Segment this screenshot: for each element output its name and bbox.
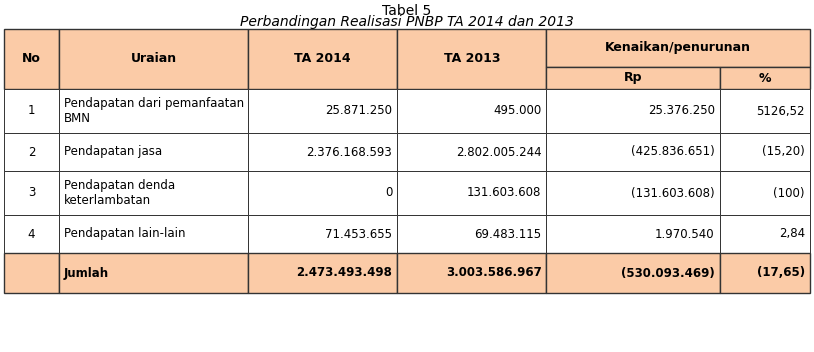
Text: 131.603.608: 131.603.608 bbox=[467, 187, 541, 200]
Bar bbox=[397, 215, 546, 253]
Text: 25.376.250: 25.376.250 bbox=[648, 105, 715, 118]
Bar bbox=[546, 171, 720, 215]
Text: 3: 3 bbox=[28, 187, 35, 200]
Text: Tabel 5: Tabel 5 bbox=[383, 4, 431, 18]
Text: 1: 1 bbox=[28, 105, 35, 118]
Text: No: No bbox=[22, 52, 41, 65]
Bar bbox=[397, 89, 546, 133]
Bar bbox=[397, 133, 546, 171]
Bar bbox=[720, 89, 810, 133]
Bar bbox=[546, 89, 720, 133]
Bar bbox=[4, 29, 59, 89]
Text: TA 2014: TA 2014 bbox=[295, 52, 351, 65]
Bar bbox=[4, 171, 59, 215]
Text: 2,84: 2,84 bbox=[779, 227, 805, 240]
Text: 2.376.168.593: 2.376.168.593 bbox=[307, 145, 392, 158]
Bar bbox=[248, 89, 397, 133]
Bar bbox=[59, 215, 248, 253]
Text: Perbandingan Realisasi PNBP TA 2014 dan 2013: Perbandingan Realisasi PNBP TA 2014 dan … bbox=[240, 15, 574, 29]
Text: 1.970.540: 1.970.540 bbox=[655, 227, 715, 240]
Bar bbox=[720, 67, 810, 89]
Bar bbox=[720, 215, 810, 253]
Text: Jumlah: Jumlah bbox=[63, 266, 109, 279]
Bar bbox=[546, 215, 720, 253]
Text: 2.473.493.498: 2.473.493.498 bbox=[296, 266, 392, 279]
Text: Pendapatan denda
keterlambatan: Pendapatan denda keterlambatan bbox=[63, 178, 175, 207]
Text: 69.483.115: 69.483.115 bbox=[475, 227, 541, 240]
Bar bbox=[248, 215, 397, 253]
Text: Rp: Rp bbox=[624, 71, 642, 84]
Bar bbox=[720, 253, 810, 293]
Bar bbox=[546, 253, 720, 293]
Text: 0: 0 bbox=[385, 187, 392, 200]
Text: Uraian: Uraian bbox=[130, 52, 177, 65]
Text: (15,20): (15,20) bbox=[762, 145, 805, 158]
Bar bbox=[546, 133, 720, 171]
Text: (131.603.608): (131.603.608) bbox=[631, 187, 715, 200]
Text: 3.003.586.967: 3.003.586.967 bbox=[446, 266, 541, 279]
Bar bbox=[4, 215, 59, 253]
Text: 25.871.250: 25.871.250 bbox=[326, 105, 392, 118]
Bar bbox=[4, 133, 59, 171]
Text: (425.836.651): (425.836.651) bbox=[631, 145, 715, 158]
Bar bbox=[720, 133, 810, 171]
Bar bbox=[248, 29, 397, 89]
Bar bbox=[248, 171, 397, 215]
Text: Pendapatan lain-lain: Pendapatan lain-lain bbox=[63, 227, 186, 240]
Bar bbox=[59, 89, 248, 133]
Bar bbox=[248, 253, 397, 293]
Text: %: % bbox=[759, 71, 771, 84]
Bar bbox=[720, 171, 810, 215]
Bar bbox=[397, 29, 546, 89]
Text: Pendapatan dari pemanfaatan
BMN: Pendapatan dari pemanfaatan BMN bbox=[63, 96, 244, 126]
Text: 2: 2 bbox=[28, 145, 35, 158]
Bar bbox=[397, 253, 546, 293]
Bar bbox=[546, 29, 810, 67]
Text: 5126,52: 5126,52 bbox=[756, 105, 805, 118]
Text: (530.093.469): (530.093.469) bbox=[621, 266, 715, 279]
Bar bbox=[248, 133, 397, 171]
Bar bbox=[59, 253, 248, 293]
Text: TA 2013: TA 2013 bbox=[444, 52, 500, 65]
Bar bbox=[59, 171, 248, 215]
Text: Pendapatan jasa: Pendapatan jasa bbox=[63, 145, 162, 158]
Bar bbox=[4, 89, 59, 133]
Text: 495.000: 495.000 bbox=[493, 105, 541, 118]
Bar bbox=[59, 29, 248, 89]
Text: 2.802.005.244: 2.802.005.244 bbox=[456, 145, 541, 158]
Text: (100): (100) bbox=[773, 187, 805, 200]
Bar bbox=[59, 133, 248, 171]
Text: (17,65): (17,65) bbox=[757, 266, 805, 279]
Bar bbox=[4, 253, 59, 293]
Text: 71.453.655: 71.453.655 bbox=[326, 227, 392, 240]
Bar bbox=[546, 67, 720, 89]
Bar bbox=[397, 171, 546, 215]
Text: Kenaikan/penurunan: Kenaikan/penurunan bbox=[606, 42, 751, 55]
Text: 4: 4 bbox=[28, 227, 35, 240]
